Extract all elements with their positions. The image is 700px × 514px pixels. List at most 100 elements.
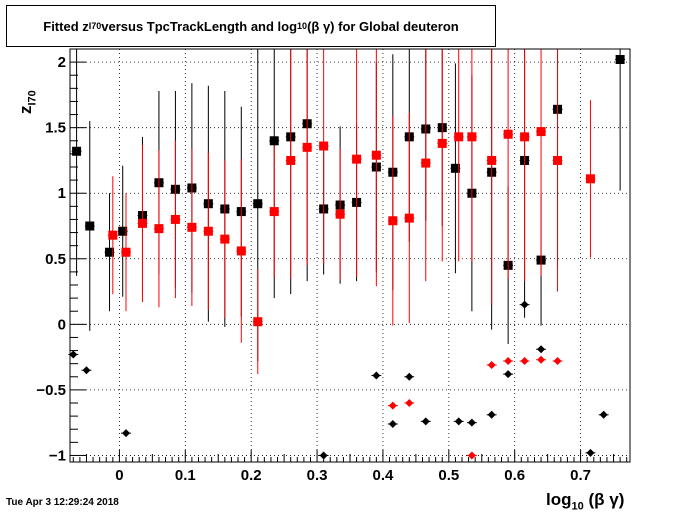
square-marker — [269, 207, 279, 217]
diamond-marker — [454, 417, 463, 426]
x-tick-label: 0 — [115, 467, 123, 484]
square-marker — [108, 230, 118, 240]
data-point — [71, 49, 82, 276]
x-tick-label: 0.3 — [307, 467, 328, 484]
diamond-marker — [319, 451, 328, 460]
title-part-1: Fitted z — [43, 18, 89, 34]
data-point — [585, 448, 596, 457]
x-tick-label: 0.1 — [175, 467, 196, 484]
x-tick-label: 0.5 — [438, 467, 459, 484]
data-point — [318, 451, 329, 460]
title-sub-1: I70 — [88, 21, 102, 31]
data-point — [203, 152, 214, 310]
square-marker — [388, 216, 398, 226]
data-point — [519, 49, 530, 282]
y-tick-label: −1 — [49, 447, 66, 464]
data-point — [137, 144, 148, 303]
data-point — [335, 148, 346, 280]
data-point — [536, 345, 546, 354]
diamond-marker — [388, 419, 397, 428]
diamond-marker — [467, 451, 476, 460]
x-tick-label: 0.6 — [504, 467, 525, 484]
y-tick-label: −0.5 — [36, 382, 66, 399]
data-point — [519, 357, 530, 366]
square-marker — [487, 155, 497, 165]
data-point — [486, 360, 497, 369]
axis-ticks: 0 0.1 0.2 0.3 0.4 0.5 0.6 0.7 −1 −0.5 0 0.5 1 1.5 2 — [36, 54, 628, 484]
square-marker — [503, 129, 513, 139]
data-point — [107, 176, 118, 295]
square-marker — [220, 234, 230, 244]
data-point — [252, 269, 263, 375]
square-marker — [450, 163, 460, 173]
data-point — [121, 429, 131, 438]
square-marker — [352, 154, 362, 164]
data-point — [453, 49, 464, 262]
diamond-marker — [421, 417, 430, 426]
data-point — [453, 417, 464, 426]
plot-frame — [69, 48, 631, 463]
square-marker — [137, 218, 147, 228]
data-point — [371, 49, 382, 287]
x-tick-label: 0.4 — [373, 467, 395, 484]
diamond-marker — [520, 357, 529, 366]
square-marker — [520, 132, 530, 142]
title-part-3: (β γ) for Global deuteron — [307, 18, 459, 34]
diamond-marker — [388, 401, 397, 410]
data-point — [486, 410, 497, 419]
data-point — [598, 410, 609, 419]
x-tick-label: 0.7 — [570, 467, 591, 484]
diamond-marker — [537, 345, 546, 354]
data-point — [536, 355, 546, 364]
x-tick-label: 0.2 — [241, 467, 262, 484]
square-marker — [615, 54, 625, 64]
data-point — [552, 357, 563, 366]
data-point — [285, 49, 296, 279]
data-point — [387, 401, 398, 410]
data-point — [552, 49, 563, 292]
data-points — [68, 49, 626, 460]
square-marker — [335, 209, 345, 219]
data-point — [615, 49, 626, 191]
data-point — [420, 417, 431, 426]
y-label-sub: I70 — [26, 90, 39, 106]
square-marker — [253, 317, 263, 327]
data-point — [186, 148, 197, 306]
data-point — [466, 49, 477, 262]
y-tick-label: 0 — [58, 316, 66, 333]
square-marker — [319, 141, 329, 151]
data-point — [585, 100, 596, 258]
y-tick-label: 1 — [58, 185, 66, 202]
diamond-marker — [405, 399, 414, 407]
diamond-marker — [69, 350, 78, 359]
square-marker — [437, 138, 447, 148]
data-point — [420, 49, 431, 282]
data-point — [503, 49, 514, 279]
diamond-marker — [504, 357, 513, 366]
square-marker — [553, 155, 563, 165]
diamond-marker — [586, 448, 595, 457]
timestamp: Tue Apr 3 12:29:24 2018 — [6, 497, 119, 508]
y-tick-label: 2 — [58, 54, 66, 71]
diamond-marker — [467, 418, 476, 427]
square-marker — [269, 136, 279, 146]
data-point — [503, 370, 514, 379]
square-marker — [154, 224, 164, 234]
y-tick-label: 0.5 — [45, 251, 66, 268]
square-marker — [236, 246, 246, 256]
diamond-marker — [82, 366, 91, 375]
square-marker — [170, 214, 180, 224]
title-sub-2: 10 — [297, 21, 308, 31]
diamond-marker — [405, 372, 414, 381]
square-marker — [85, 221, 95, 231]
data-point — [503, 357, 514, 366]
square-marker — [286, 155, 296, 165]
square-marker — [536, 127, 546, 137]
data-point — [387, 419, 398, 428]
data-point — [170, 140, 181, 299]
data-point — [81, 366, 92, 375]
data-point — [404, 399, 415, 407]
square-marker — [72, 146, 82, 156]
y-axis-label: zI70 — [16, 54, 46, 114]
